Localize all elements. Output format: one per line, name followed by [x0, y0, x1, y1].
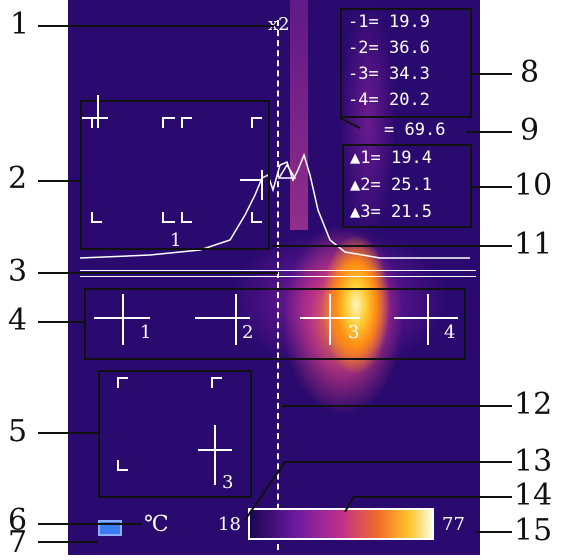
spot-readout-1-label: -1=: [348, 12, 379, 32]
area-readout-3-value: 21.5: [390, 202, 432, 222]
callout-10-leader: [472, 186, 512, 188]
vertical-analysis-line: [277, 20, 279, 550]
callout-6-leader: [38, 523, 142, 525]
spot-2-label: 2: [242, 322, 254, 343]
spot-readout-2: -2= 36.6: [348, 40, 430, 57]
callout-2-leader: [38, 180, 82, 182]
callout-11: 11: [514, 227, 553, 262]
area-readout-panel: [342, 144, 472, 228]
callout-2: 2: [8, 161, 28, 196]
spot-readout-panel: [340, 8, 472, 118]
area-box-1-label: 1: [170, 230, 182, 251]
line-marker-label: x2: [268, 14, 290, 35]
unit-label: ℃: [144, 512, 169, 537]
flame-column: [290, 0, 308, 230]
spot-4-label: 4: [444, 322, 456, 343]
spot-readout-2-value: 36.6: [388, 38, 430, 58]
callout-14-leader: [354, 496, 512, 498]
area-box-1[interactable]: [80, 100, 270, 250]
callout-1: 1: [10, 7, 30, 42]
max-readout-value: 69.6: [404, 120, 446, 140]
spot-row-box[interactable]: [84, 288, 466, 360]
callout-14: 14: [514, 478, 553, 513]
callout-4-leader: [38, 321, 86, 323]
callout-12-leader: [282, 405, 512, 407]
color-scale-bar: [248, 508, 434, 540]
callout-7: 7: [8, 525, 28, 560]
callout-5-leader: [38, 432, 100, 434]
callout-6: 6: [8, 503, 28, 538]
thermal-image: [68, 0, 480, 555]
spot-readout-2-label: -2=: [348, 38, 379, 58]
callout-11-leader: [272, 245, 512, 247]
callout-9: 9: [520, 113, 540, 148]
callout-1-leader: [38, 25, 274, 27]
area-box-3[interactable]: [98, 370, 252, 498]
scale-min: 18: [218, 514, 241, 535]
area-readout-2-label: 2=: [360, 175, 381, 195]
callout-9-leader: [466, 131, 512, 133]
callout-3: 3: [8, 254, 28, 289]
spot-1-label: 1: [140, 322, 152, 343]
spot-readout-1-value: 19.9: [388, 12, 430, 32]
callout-8-leader: [472, 73, 512, 75]
max-readout: = 69.6: [384, 122, 445, 139]
spot-readout-3-label: -3=: [348, 64, 379, 84]
callout-8: 8: [520, 55, 540, 90]
spot-readout-4-value: 20.2: [388, 90, 430, 110]
callout-10: 10: [514, 168, 553, 203]
scale-max: 77: [442, 514, 465, 535]
area-readout-1: ▲1= 19.4: [350, 148, 432, 168]
spot-readout-3-value: 34.3: [388, 64, 430, 84]
area-readout-1-value: 19.4: [390, 148, 432, 168]
callout-13: 13: [514, 444, 553, 479]
area-readout-3-label: 3=: [360, 202, 381, 222]
area-readout-1-label: 1=: [360, 148, 381, 168]
area-readout-2: ▲2= 25.1: [350, 175, 432, 195]
callout-4: 4: [8, 303, 28, 338]
max-readout-label: =: [384, 120, 395, 140]
callout-3-leader: [38, 272, 278, 274]
area-readout-3: ▲3= 21.5: [350, 202, 432, 222]
spot-readout-4-label: -4=: [348, 90, 379, 110]
spot-readout-3: -3= 34.3: [348, 66, 430, 83]
callout-7-leader: [38, 541, 98, 543]
callout-15-leader: [476, 531, 512, 533]
area-readout-2-value: 25.1: [390, 175, 432, 195]
callout-15: 15: [514, 513, 553, 548]
spot-readout-1: -1= 19.9: [348, 14, 430, 31]
spot-readout-4: -4= 20.2: [348, 92, 430, 109]
callout-5: 5: [8, 414, 28, 449]
callout-12: 12: [514, 387, 553, 422]
area-box-3-label: 3: [222, 472, 234, 493]
spot-3-label: 3: [348, 322, 360, 343]
